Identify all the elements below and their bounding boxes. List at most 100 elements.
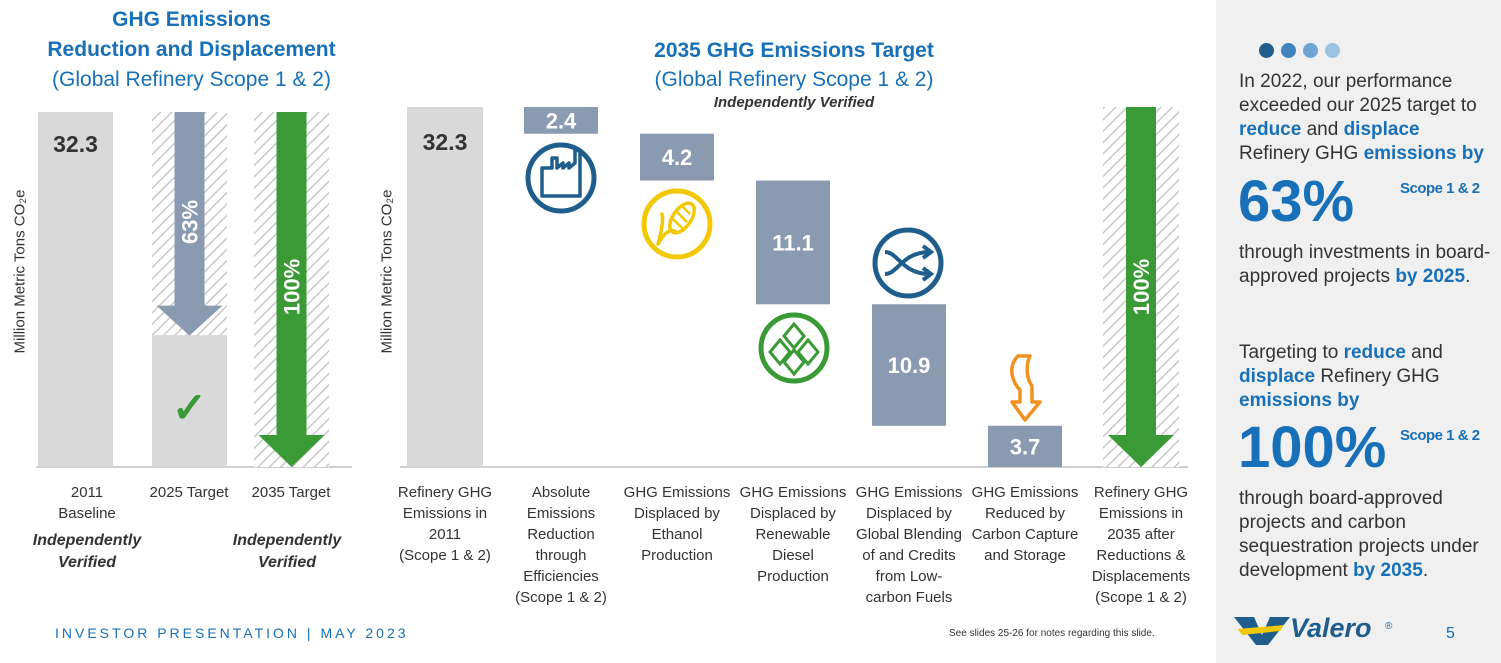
right-category-line: Reduced by: [984, 505, 1066, 522]
right-category-line: Emissions: [526, 505, 596, 522]
right-category-line: Displacements: [1091, 568, 1191, 585]
right-category-line: GHG Emissions: [855, 484, 963, 501]
right-chart-subtitle: (Global Refinery Scope 1 & 2): [654, 68, 934, 91]
blending-shuffle-icon: [872, 227, 944, 299]
sidebar-paragraph-1: In 2022, our performance exceeded our 20…: [1239, 71, 1484, 164]
sidebar-scope-1: Scope 1 & 2: [1400, 180, 1480, 197]
right-category-line: carbon Fuels: [865, 589, 953, 606]
left-chart-svg: 32.3 63% ✓ 100%: [36, 112, 352, 468]
sidebar-paragraph-3: Targeting to reduce and displace Refiner…: [1239, 342, 1443, 411]
right-category-line: Displaced by: [750, 505, 836, 522]
dot-3: [1303, 43, 1318, 58]
left-chart-subtitle: (Global Refinery Scope 1 & 2): [52, 68, 331, 91]
valero-registered: ®: [1385, 621, 1393, 632]
right-category-label-2: GHG Emissions Displaced by Ethanol Producti…: [619, 482, 735, 566]
right-category-line: Carbon Capture: [971, 526, 1079, 543]
waterfall-bar-2011: [407, 107, 483, 467]
factory-icon: [525, 142, 597, 214]
check-mark-icon: ✓: [172, 384, 207, 431]
right-category-line: GHG Emissions: [971, 484, 1079, 501]
left-verified-2011: Independently Verified: [32, 532, 142, 571]
right-category-label-0: Refinery GHG Emissions in 2011 (Scope 1 & 2…: [387, 482, 503, 566]
sidebar-scope-2: Scope 1 & 2: [1400, 427, 1480, 444]
waterfall-step-bar-5: [988, 425, 1062, 467]
waterfall-step-bar-4: [872, 304, 946, 426]
right-category-line: Refinery GHG: [1093, 484, 1189, 501]
page-number: 5: [1446, 625, 1455, 642]
arrow-2035-reduction: [258, 112, 325, 467]
right-category-line: 2035 after: [1107, 526, 1175, 543]
sidebar-panel: In 2022, our performance exceeded our 20…: [1216, 0, 1501, 663]
right-category-line: (Scope 1 & 2): [1095, 589, 1187, 606]
right-category-label-4: GHG Emissions Displaced by Global Blending…: [851, 482, 967, 608]
right-category-line: Refinery GHG: [397, 484, 493, 501]
arrow-2025-reduction: [156, 112, 223, 336]
waterfall-step-value-label-5: 3.7: [1010, 434, 1041, 459]
right-category-label-3: GHG Emissions Displaced by Renewable Diesel…: [735, 482, 851, 587]
right-category-line: Efficiencies: [523, 568, 599, 585]
right-category-line: Emissions in: [1098, 505, 1184, 522]
valero-v-icon: [1234, 617, 1290, 645]
waterfall-step-bar-2: [640, 133, 714, 181]
left-verified-2035: Independently Verified: [232, 532, 342, 571]
waterfall-arrow-2035: [1108, 107, 1174, 467]
right-category-line: Diesel: [772, 547, 814, 564]
left-chart-title-1: GHG Emissions: [112, 8, 271, 31]
right-category-line: (Scope 1 & 2): [515, 589, 607, 606]
right-chart-verified: Independently Verified: [713, 94, 875, 111]
sidebar-paragraph-2: through investments in board-approved pr…: [1239, 242, 1491, 287]
waterfall-value-label-2011: 32.3: [423, 129, 468, 155]
right-category-line: from Low-: [875, 568, 943, 585]
carbon-capture-arrow-icon: [1010, 354, 1042, 422]
right-category-line: through: [535, 547, 587, 564]
valero-wordmark: Valero: [1290, 613, 1372, 643]
right-category-line: Reductions &: [1096, 547, 1186, 564]
waterfall-step-value-label-3: 11.1: [772, 230, 814, 255]
footer-presentation: INVESTOR PRESENTATION | MAY 2023: [55, 625, 409, 641]
waterfall-step-bar-3: [756, 180, 830, 305]
right-category-line: Global Blending: [856, 526, 962, 543]
right-category-line: and Storage: [984, 547, 1066, 564]
valero-logo: Valero ®: [1232, 613, 1432, 649]
right-category-label-6: Refinery GHG Emissions in 2035 after Reduct…: [1083, 482, 1199, 608]
corn-icon: [641, 188, 713, 260]
sidebar-big-100: 100%: [1238, 415, 1387, 480]
right-category-line: 2011: [428, 526, 462, 543]
right-category-line: Production: [757, 568, 829, 585]
renewable-diesel-icon: [758, 312, 830, 384]
dot-2: [1281, 43, 1296, 58]
left-cat-2011: 2011 Baseline: [58, 484, 116, 522]
bar-2011-baseline: [38, 112, 113, 467]
right-category-line: Production: [641, 547, 713, 564]
right-category-line: Reduction: [527, 526, 595, 543]
right-category-line: GHG Emissions: [623, 484, 731, 501]
arrow-2035-percent-label: 100%: [280, 259, 305, 315]
bar-2025-target: [152, 335, 227, 467]
right-category-line: Displaced by: [634, 505, 720, 522]
right-category-line: (Scope 1 & 2): [399, 547, 491, 564]
waterfall-step-value-label-1: 2.4: [546, 108, 577, 133]
right-chart-title: 2035 GHG Emissions Target: [654, 39, 934, 62]
left-chart-title-2: Reduction and Displacement: [47, 38, 336, 61]
right-category-label-5: GHG Emissions Reduced by Carbon Capture and…: [967, 482, 1083, 566]
right-category-line: GHG Emissions: [739, 484, 847, 501]
bar-2011-value-label: 32.3: [53, 131, 98, 157]
right-category-line: of and Credits: [862, 547, 956, 564]
dot-1: [1259, 43, 1274, 58]
waterfall-step-value-label-4: 10.9: [888, 353, 931, 378]
right-category-line: Renewable: [755, 526, 831, 543]
right-category-label-1: Absolute Emissions Reduction through Efficie…: [503, 482, 619, 608]
footer-note: See slides 25-26 for notes regarding thi…: [949, 628, 1155, 639]
dot-4: [1325, 43, 1340, 58]
right-category-line: Absolute: [531, 484, 591, 501]
right-category-line: Ethanol: [651, 526, 703, 543]
left-cat-2035: 2035 Target: [251, 484, 331, 501]
waterfall-step-value-label-2: 4.2: [662, 145, 693, 170]
right-category-line: Displaced by: [866, 505, 952, 522]
right-chart-svg: 32.3 2.4 4.2 11.1 10.9 3.7 100%: [400, 107, 1188, 468]
sidebar-big-63: 63%: [1238, 169, 1355, 234]
right-category-line: Emissions in: [402, 505, 488, 522]
waterfall-step-bar-1: [524, 107, 598, 134]
sidebar-paragraph-4: through board-approved projects and carb…: [1239, 488, 1479, 581]
left-cat-2025: 2025 Target: [149, 484, 229, 501]
